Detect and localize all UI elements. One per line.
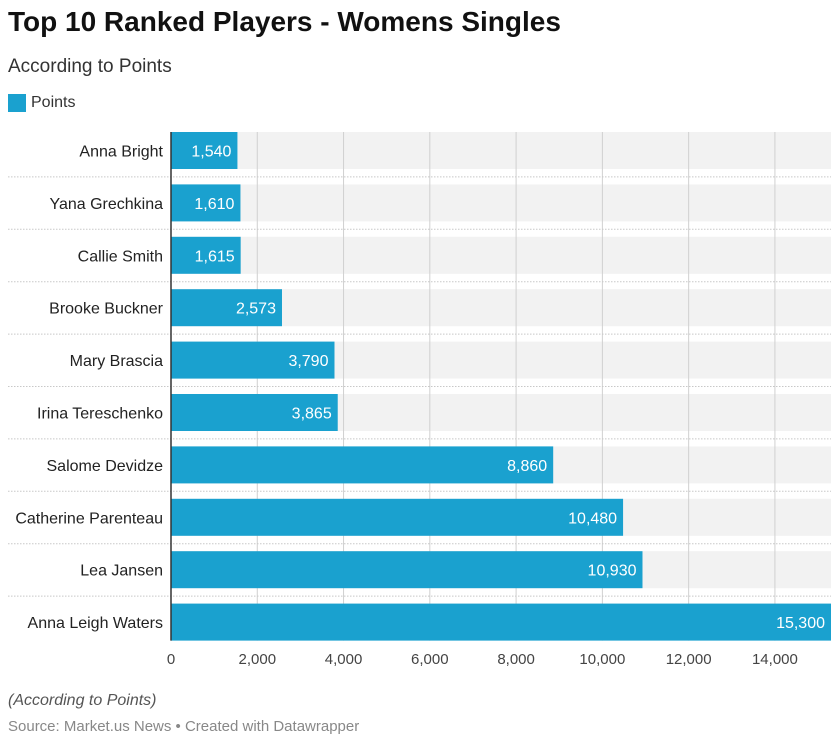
bar: [171, 551, 643, 589]
row-band: [171, 236, 831, 274]
category-label: Mary Brascia: [70, 353, 163, 370]
legend-swatch: [8, 94, 26, 112]
category-label: Irina Tereschenko: [37, 406, 163, 423]
x-tick-label: 4,000: [325, 651, 363, 668]
bar: [171, 498, 624, 536]
x-tick-label: 10,000: [579, 651, 625, 668]
bar-value-label: 3,865: [292, 406, 332, 423]
bar-value-label: 1,540: [191, 144, 231, 161]
chart-note: (According to Points): [8, 692, 157, 709]
bar: [171, 446, 554, 484]
x-tick-label: 14,000: [752, 651, 798, 668]
bar: [171, 341, 335, 379]
bar-value-label: 2,573: [236, 301, 276, 318]
legend-label: Points: [31, 94, 76, 111]
category-label: Anna Bright: [79, 144, 163, 161]
x-tick-label: 2,000: [239, 651, 277, 668]
category-label: Salome Devidze: [47, 458, 164, 475]
category-label: Lea Jansen: [80, 563, 163, 580]
category-label: Callie Smith: [78, 248, 163, 265]
x-tick-label: 0: [167, 651, 175, 668]
bar: [171, 603, 831, 641]
chart-source: Source: Market.us News • Created with Da…: [8, 718, 360, 735]
bar-value-label: 1,615: [195, 248, 235, 265]
category-label: Catherine Parenteau: [15, 510, 163, 527]
x-tick-label: 12,000: [666, 651, 712, 668]
bar-value-label: 1,610: [194, 196, 234, 213]
bar-value-label: 10,480: [568, 510, 617, 527]
row-band: [171, 184, 831, 222]
bar: [171, 184, 241, 222]
bar: [171, 289, 282, 327]
chart-title: Top 10 Ranked Players - Womens Singles: [8, 6, 561, 37]
bar: [171, 236, 241, 274]
bar: [171, 394, 338, 431]
category-label: Yana Grechkina: [49, 196, 163, 213]
legend: Points: [8, 94, 75, 112]
bar: [171, 132, 238, 169]
bar-value-label: 8,860: [507, 458, 547, 475]
bar-value-label: 15,300: [776, 615, 825, 632]
x-tick-label: 6,000: [411, 651, 449, 668]
bar-value-label: 3,790: [288, 353, 328, 370]
bar-value-label: 10,930: [588, 563, 637, 580]
row-band: [171, 132, 831, 169]
x-tick-label: 8,000: [497, 651, 535, 668]
category-label: Brooke Buckner: [49, 301, 164, 318]
chart-subtitle: According to Points: [8, 56, 172, 77]
category-label: Anna Leigh Waters: [28, 615, 163, 632]
